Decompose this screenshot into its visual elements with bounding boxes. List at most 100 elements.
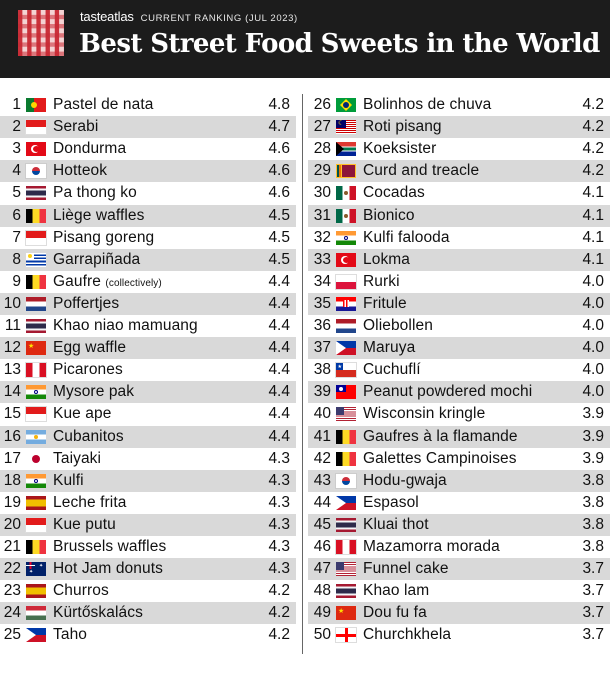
dish-name[interactable]: Fritule (363, 295, 570, 313)
dish-name[interactable]: Kulfi falooda (363, 229, 570, 247)
dish-name[interactable]: Serabi (53, 118, 256, 136)
dish-name[interactable]: Koeksister (363, 140, 570, 158)
dish-name[interactable]: Khao niao mamuang (53, 317, 256, 335)
dish-name[interactable]: Egg waffle (53, 339, 256, 357)
dish-name[interactable]: Mysore pak (53, 383, 256, 401)
dish-name[interactable]: Garrapiñada (53, 251, 256, 269)
list-item[interactable]: 42 Galettes Campinoises 3.9 (308, 448, 610, 470)
list-item[interactable]: 37 Maruya 4.0 (308, 337, 610, 360)
list-item[interactable]: 4 Hotteok 4.6 (0, 160, 296, 183)
dish-name[interactable]: Kluai thot (363, 516, 570, 534)
list-item[interactable]: 34 Rurki 4.0 (308, 271, 610, 293)
dish-name[interactable]: Gaufre (collectively) (53, 273, 256, 291)
list-item[interactable]: 32 Kulfi falooda 4.1 (308, 227, 610, 249)
list-item[interactable]: 29 Curd and treacle 4.2 (308, 160, 610, 183)
dish-name[interactable]: Espasol (363, 494, 570, 512)
dish-name[interactable]: Pisang goreng (53, 229, 256, 247)
list-item[interactable]: 39 Peanut powdered mochi 4.0 (308, 381, 610, 404)
list-item[interactable]: 49 ★ Dou fu fa 3.7 (308, 602, 610, 625)
dish-name[interactable]: Gaufres à la flamande (363, 428, 570, 446)
dish-name[interactable]: Hodu-gwaja (363, 472, 570, 490)
list-item[interactable]: 30 Cocadas 4.1 (308, 182, 610, 204)
dish-name[interactable]: Hot Jam donuts (53, 560, 256, 578)
list-item[interactable]: 9 Gaufre (collectively) 4.4 (0, 271, 296, 293)
list-item[interactable]: 6 Liège waffles 4.5 (0, 204, 296, 227)
dish-name[interactable]: Leche frita (53, 494, 256, 512)
dish-name[interactable]: Peanut powdered mochi (363, 383, 570, 401)
dish-name[interactable]: Maruya (363, 339, 570, 357)
list-item[interactable]: 8 Garrapiñada 4.5 (0, 248, 296, 271)
dish-name[interactable]: Rurki (363, 273, 570, 291)
dish-name[interactable]: Brussels waffles (53, 538, 256, 556)
dish-name[interactable]: Khao lam (363, 582, 570, 600)
list-item[interactable]: 5 Pa thong ko 4.6 (0, 182, 296, 204)
list-item[interactable]: 40 Wisconsin kringle 3.9 (308, 403, 610, 425)
list-item[interactable]: 17 Taiyaki 4.3 (0, 448, 296, 470)
dish-name[interactable]: Bolinhos de chuva (363, 96, 570, 114)
list-item[interactable]: 7 Pisang goreng 4.5 (0, 227, 296, 249)
dish-name[interactable]: Cubanitos (53, 428, 256, 446)
list-item[interactable]: 33 Lokma 4.1 (308, 248, 610, 271)
dish-name[interactable]: Liège waffles (53, 207, 256, 225)
list-item[interactable]: 13 Picarones 4.4 (0, 359, 296, 381)
list-item[interactable]: 44 Espasol 3.8 (308, 492, 610, 514)
list-item[interactable]: 15 Kue ape 4.4 (0, 403, 296, 425)
dish-name[interactable]: Funnel cake (363, 560, 570, 578)
list-item[interactable]: 18 Kulfi 4.3 (0, 469, 296, 492)
dish-name[interactable]: Cocadas (363, 184, 570, 202)
dish-name[interactable]: Mazamorra morada (363, 538, 570, 556)
list-item[interactable]: 35 Fritule 4.0 (308, 292, 610, 315)
list-item[interactable]: 12 ★ Egg waffle 4.4 (0, 337, 296, 360)
dish-name[interactable]: Pastel de nata (53, 96, 256, 114)
dish-name[interactable]: Hotteok (53, 162, 256, 180)
list-item[interactable]: 46 Mazamorra morada 3.8 (308, 536, 610, 558)
dish-name[interactable]: Churros (53, 582, 256, 600)
list-item[interactable]: 45 Kluai thot 3.8 (308, 513, 610, 536)
list-item[interactable]: 11 Khao niao mamuang 4.4 (0, 315, 296, 337)
list-item[interactable]: 43 Hodu-gwaja 3.8 (308, 469, 610, 492)
list-item[interactable]: 36 Oliebollen 4.0 (308, 315, 610, 337)
list-item[interactable]: 25 Taho 4.2 (0, 624, 296, 646)
list-item[interactable]: 23 Churros 4.2 (0, 580, 296, 602)
dish-name[interactable]: Galettes Campinoises (363, 450, 570, 468)
list-item[interactable]: 16 Cubanitos 4.4 (0, 425, 296, 448)
list-item[interactable]: 22 ✦ ✦ Hot Jam donuts 4.3 (0, 558, 296, 581)
list-item[interactable]: 19 Leche frita 4.3 (0, 492, 296, 514)
brand-name[interactable]: tasteatlas (80, 9, 134, 24)
list-item[interactable]: 50 Churchkhela 3.7 (308, 624, 610, 646)
dish-name[interactable]: Picarones (53, 361, 256, 379)
list-item[interactable]: 20 Kue putu 4.3 (0, 513, 296, 536)
dish-name[interactable]: Pa thong ko (53, 184, 256, 202)
dish-name[interactable]: Cuchuflí (363, 361, 570, 379)
dish-name[interactable]: Bionico (363, 207, 570, 225)
list-item[interactable]: 3 Dondurma 4.6 (0, 138, 296, 160)
dish-name[interactable]: Kue ape (53, 405, 256, 423)
dish-name[interactable]: Taiyaki (53, 450, 256, 468)
dish-name[interactable]: Kürtőskalács (53, 604, 256, 622)
list-item[interactable]: 28 Koeksister 4.2 (308, 138, 610, 160)
list-item[interactable]: 2 Serabi 4.7 (0, 116, 296, 139)
dish-name[interactable]: Poffertjes (53, 295, 256, 313)
list-item[interactable]: 24 Kürtőskalács 4.2 (0, 602, 296, 625)
list-item[interactable]: 38 ★ Cuchuflí 4.0 (308, 359, 610, 381)
dish-name[interactable]: Dondurma (53, 140, 256, 158)
dish-name[interactable]: Lokma (363, 251, 570, 269)
dish-name[interactable]: Curd and treacle (363, 162, 570, 180)
dish-name[interactable]: Roti pisang (363, 118, 570, 136)
list-item[interactable]: 27 ☾ Roti pisang 4.2 (308, 116, 610, 139)
dish-name[interactable]: Kulfi (53, 472, 256, 490)
list-item[interactable]: 41 Gaufres à la flamande 3.9 (308, 425, 610, 448)
list-item[interactable]: 21 Brussels waffles 4.3 (0, 536, 296, 558)
dish-name[interactable]: Kue putu (53, 516, 256, 534)
list-item[interactable]: 47 Funnel cake 3.7 (308, 558, 610, 581)
dish-name[interactable]: Dou fu fa (363, 604, 570, 622)
list-item[interactable]: 14 Mysore pak 4.4 (0, 381, 296, 404)
list-item[interactable]: 31 Bionico 4.1 (308, 204, 610, 227)
list-item[interactable]: 26 Bolinhos de chuva 4.2 (308, 94, 610, 116)
dish-name[interactable]: Oliebollen (363, 317, 570, 335)
list-item[interactable]: 1 Pastel de nata 4.8 (0, 94, 296, 116)
list-item[interactable]: 48 Khao lam 3.7 (308, 580, 610, 602)
dish-name[interactable]: Wisconsin kringle (363, 405, 570, 423)
dish-name[interactable]: Taho (53, 626, 256, 644)
dish-name[interactable]: Churchkhela (363, 626, 570, 644)
